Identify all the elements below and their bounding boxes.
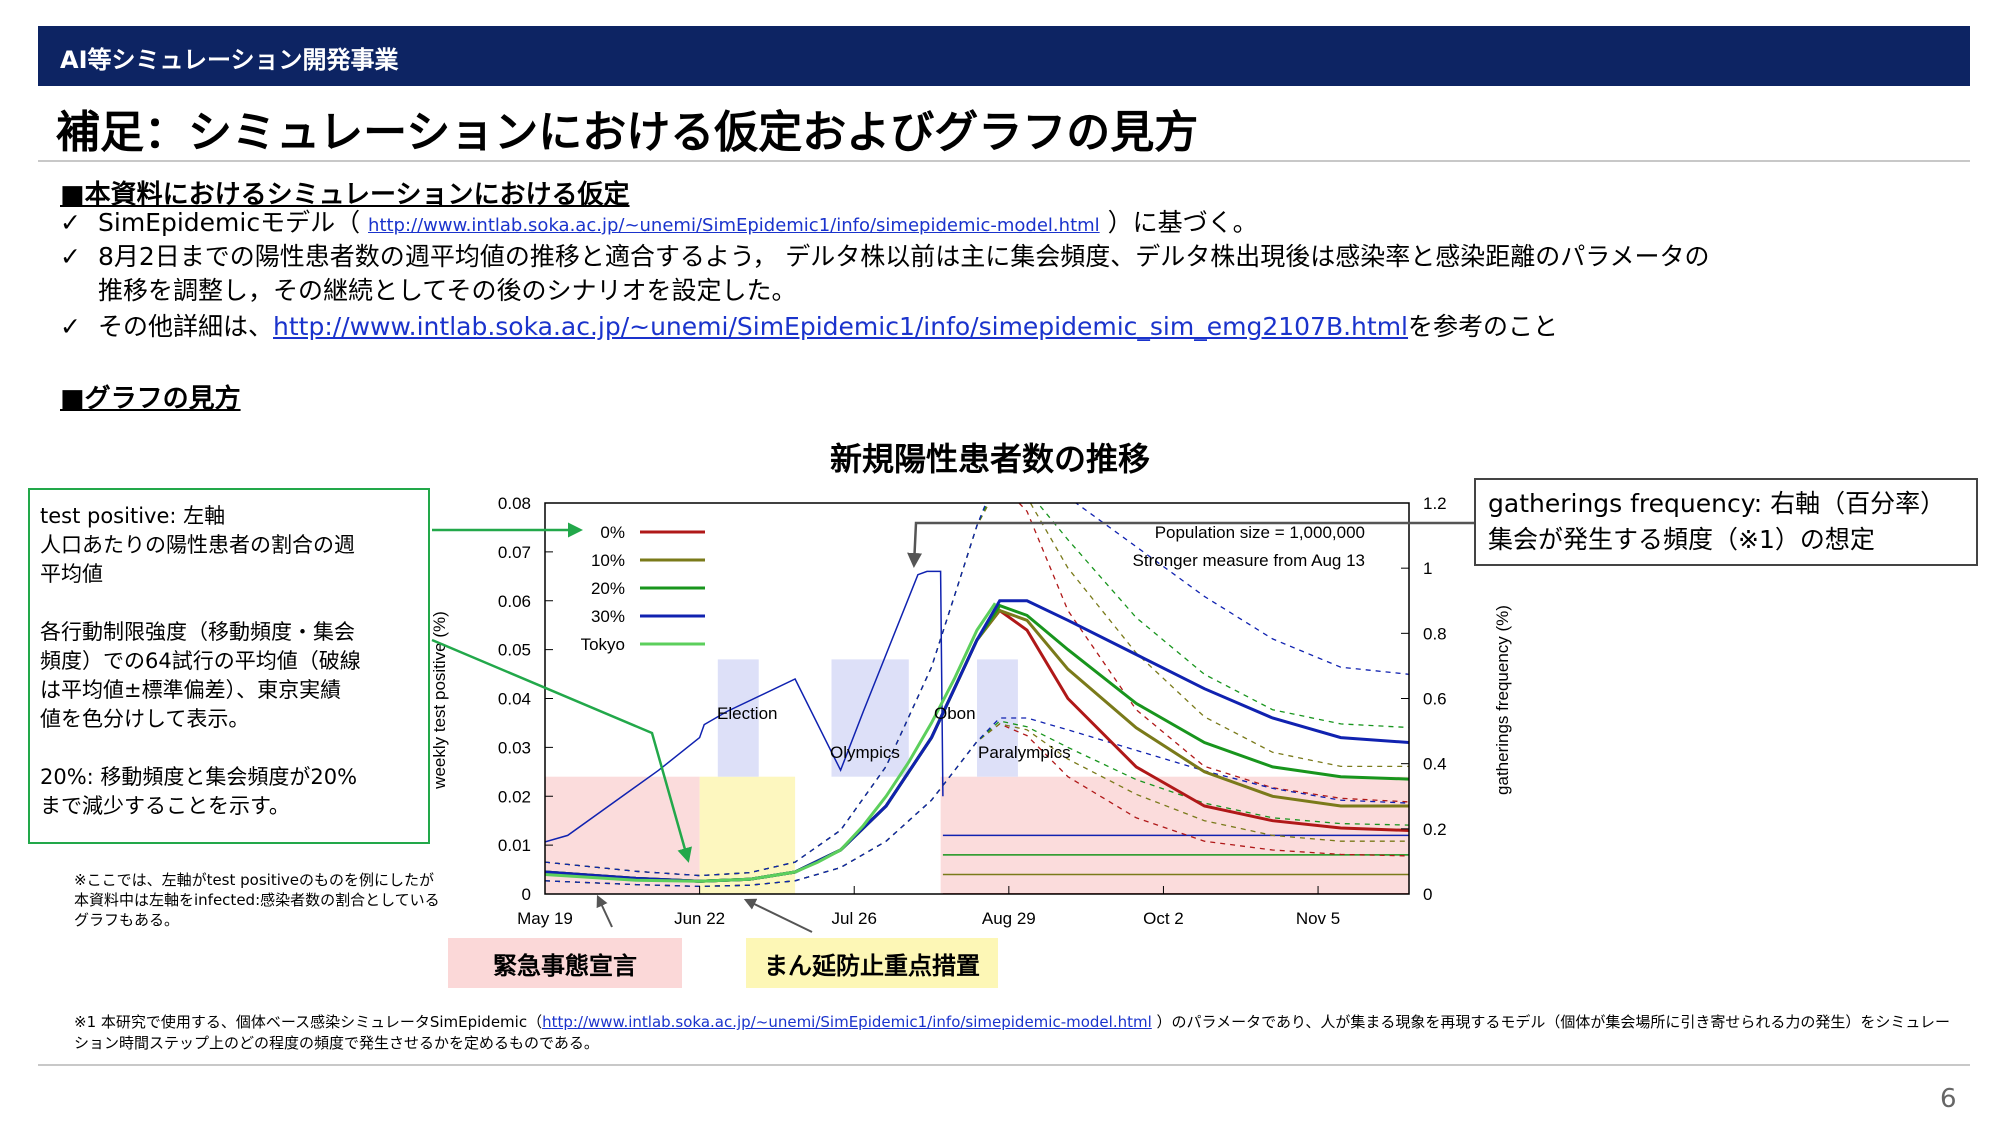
bullet-fit-line2: 推移を調整し，その継続としてその後のシナリオを設定した。 (98, 276, 797, 305)
right-axis-explanation-box: gatherings frequency: 右軸（百分率） 集会が発生する頻度（… (1474, 478, 1978, 566)
left-box-line: 20%: 移動頻度と集会頻度が20% (40, 765, 358, 789)
y2-tick-label: 1.2 (1423, 494, 1447, 513)
y-tick-label: 0.03 (498, 738, 531, 757)
y-axis-label: weekly test positive (%) (430, 611, 449, 790)
bullet-model: ✓ SimEpidemicモデル（ http://www.intlab.soka.… (60, 206, 1258, 243)
left-box-line: 頻度）での64試行の平均値（破線 (40, 649, 361, 673)
election-label: Election (717, 704, 777, 723)
series-pointer-arrow (431, 638, 692, 863)
section-heading-graph: ■グラフの見方 (60, 384, 241, 414)
check-icon: ✓ (60, 208, 81, 237)
left-box-line: 平均値 (40, 562, 103, 586)
legend-label: 30% (591, 607, 625, 626)
legend-label: 0% (600, 523, 625, 542)
emergency-declaration-tag: 緊急事態宣言 (448, 938, 682, 988)
y-tick-label: 0.08 (498, 494, 531, 513)
series-upper-band (545, 503, 1409, 877)
note-line: ※ここでは、左軸がtest positiveのものを例にしたが (74, 871, 434, 889)
title-divider (38, 160, 1970, 162)
semi-emergency-pointer-arrow (743, 898, 813, 933)
series-lower-band (545, 723, 1409, 888)
y2-tick-label: 0.2 (1423, 820, 1447, 839)
measure-annotation: Stronger measure from Aug 13 (1133, 551, 1365, 570)
details-link[interactable]: http://www.intlab.soka.ac.jp/~unemi/SimE… (273, 312, 1409, 341)
x-tick-label: Jul 26 (832, 909, 877, 928)
section-heading-assumptions: ■本資料におけるシミュレーションにおける仮定 (60, 180, 630, 210)
chart-title: 新規陽性患者数の推移 (829, 440, 1150, 478)
y-tick-label: 0 (522, 885, 531, 904)
bullet-model-post: ）に基づく。 (1099, 208, 1258, 237)
series-line (545, 602, 997, 883)
left-box-line: 値を色分けして表示。 (40, 707, 250, 731)
semi-emergency-period-shade (699, 776, 796, 894)
note-line: グラフもある。 (74, 911, 180, 929)
left-box-line: 各行動制限強度（移動頻度・集会 (40, 620, 355, 644)
y2-tick-label: 0.4 (1423, 755, 1447, 774)
y2-axis-label: gatherings frequency (%) (1493, 605, 1512, 795)
bullet-fit-line1: 8月2日までの陽性患者数の週平均値の推移と適合するよう， デルタ株以前は主に集会… (98, 242, 1710, 271)
bullet-details: ✓ その他詳細は、http://www.intlab.soka.ac.jp/~un… (60, 310, 1558, 344)
axis-note: ※ここでは、左軸がtest positiveのものを例にしたが 本資料中は左軸を… (74, 870, 440, 930)
y-tick-label: 0.06 (498, 592, 531, 611)
right-box-pointer-arrow (907, 521, 1474, 568)
left-box-line: まで減少することを示す。 (40, 794, 290, 818)
x-tick-label: Jun 22 (674, 909, 725, 928)
x-tick-label: Nov 5 (1296, 909, 1340, 928)
page-title: 補足：シミュレーションにおける仮定およびグラフの見方 (56, 107, 1199, 158)
olympics-label: Olympics (830, 743, 900, 762)
bullet-details-post: を参考のこと (1408, 312, 1559, 341)
check-icon: ✓ (60, 242, 81, 271)
bullet-fit-cont: 推移を調整し，その継続としてその後のシナリオを設定した。 (60, 274, 797, 308)
bullet-details-pre: その他詳細は、 (98, 312, 274, 341)
left-box-line: 人口あたりの陽性患者の割合の週 (40, 533, 355, 557)
y2-tick-label: 0.6 (1423, 690, 1447, 709)
left-box-line: test positive: 左軸 (40, 504, 226, 528)
x-tick-label: May 19 (517, 909, 573, 928)
footnote: ※1 本研究で使用する、個体ベース感染シミュレータSimEpidemic（htt… (74, 1012, 1964, 1054)
page-number: 6 (1940, 1084, 1957, 1114)
legend-label: 10% (591, 551, 625, 570)
emergency-pointer-arrow (596, 894, 613, 928)
footer-divider (38, 1064, 1970, 1066)
bullet-model-pre: SimEpidemicモデル（ (98, 208, 369, 237)
y-tick-label: 0.01 (498, 836, 531, 855)
paralympics-label: Paralympics (978, 743, 1071, 762)
x-tick-label: Aug 29 (982, 909, 1036, 928)
note-line: 本資料中は左軸をinfected:感染者数の割合としている (74, 891, 440, 909)
model-link[interactable]: http://www.intlab.soka.ac.jp/~unemi/SimE… (368, 215, 1100, 236)
event-period-shade (717, 659, 759, 777)
obon-label: Obon (934, 704, 976, 723)
right-box-line: gatherings frequency: 右軸（百分率） (1488, 489, 1946, 518)
header-bar: AI等シミュレーション開発事業 (38, 26, 1970, 86)
y-tick-label: 0.02 (498, 787, 531, 806)
y2-tick-label: 1 (1423, 559, 1432, 578)
y-tick-label: 0.04 (498, 690, 531, 709)
gathering-frequency-line (545, 570, 944, 843)
event-period-shade (831, 659, 909, 777)
bullet-fit: ✓ 8月2日までの陽性患者数の週平均値の推移と適合するよう， デルタ株以前は主に集… (60, 240, 1710, 274)
y-tick-label: 0.07 (498, 543, 531, 562)
population-annotation: Population size = 1,000,000 (1155, 523, 1365, 542)
footnote-pre: ※1 本研究で使用する、個体ベース感染シミュレータSimEpidemic（ (74, 1013, 543, 1031)
header-org: AI等シミュレーション開発事業 (60, 46, 399, 74)
left-axis-explanation-box: test positive: 左軸 人口あたりの陽性患者の割合の週 平均値 各行… (28, 488, 430, 844)
y2-tick-label: 0.8 (1423, 624, 1447, 643)
semi-emergency-tag: まん延防止重点措置 (746, 938, 998, 988)
series-lower-band (545, 717, 1409, 888)
footnote-post: ）のパラメータであり、人が集まる現象を再現するモデル（個体が集会場所に引き寄せら… (74, 1013, 1951, 1052)
y2-tick-label: 0 (1423, 885, 1432, 904)
x-tick-label: Oct 2 (1143, 909, 1184, 928)
legend-label: 20% (591, 579, 625, 598)
legend-label: Tokyo (581, 635, 625, 654)
event-period-shade (977, 659, 1018, 777)
check-icon: ✓ (60, 312, 81, 341)
right-box-line: 集会が発生する頻度（※1）の想定 (1488, 525, 1875, 554)
footnote-link[interactable]: http://www.intlab.soka.ac.jp/~unemi/SimE… (542, 1013, 1152, 1031)
y-tick-label: 0.05 (498, 641, 531, 660)
left-box-line: は平均値±標準偏差）、東京実績 (40, 678, 342, 702)
